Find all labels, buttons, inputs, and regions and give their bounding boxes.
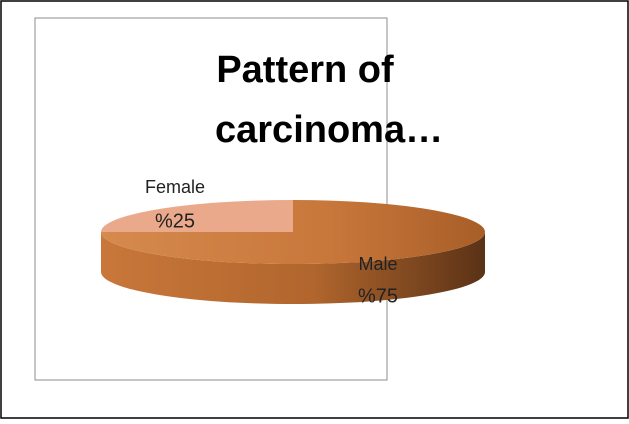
- slice-category-label: Female: [145, 177, 205, 197]
- plot-area: Male %75 Female %25: [101, 177, 485, 307]
- chart-title: Pattern of carcinoma…: [215, 49, 444, 151]
- slice-value-label: %25: [155, 210, 195, 232]
- pie-slice: [101, 200, 293, 232]
- slice-value-label: %75: [358, 285, 398, 307]
- slice-category-label: Male: [358, 254, 397, 274]
- pie-slice-side: [101, 232, 485, 304]
- chart-frame: [34, 17, 388, 381]
- title-box: Pattern of carcinoma…: [215, 49, 444, 151]
